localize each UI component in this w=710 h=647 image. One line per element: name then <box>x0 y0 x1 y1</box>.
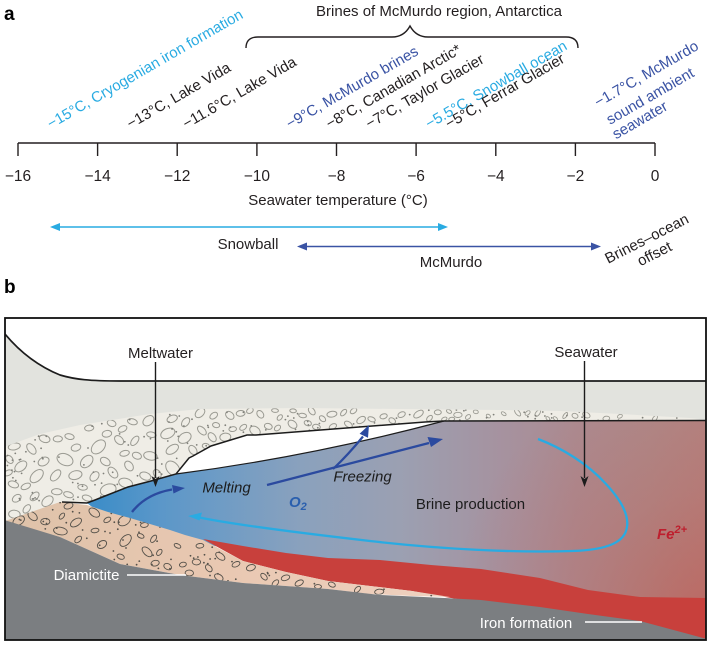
svg-text:Brines of McMurdo region, Anta: Brines of McMurdo region, Antarctica <box>316 3 563 20</box>
svg-text:Seawater: Seawater <box>554 344 617 361</box>
svg-text:−4: −4 <box>487 168 505 185</box>
svg-text:−6: −6 <box>407 168 425 185</box>
svg-text:−12: −12 <box>164 168 190 185</box>
svg-text:0: 0 <box>651 168 660 185</box>
svg-text:Diamictite: Diamictite <box>54 567 120 584</box>
svg-text:a: a <box>4 4 15 25</box>
svg-text:Snowball: Snowball <box>218 236 279 253</box>
svg-text:Seawater temperature (°C): Seawater temperature (°C) <box>248 192 427 209</box>
svg-text:b: b <box>4 277 16 298</box>
svg-text:Brine production: Brine production <box>416 496 525 513</box>
svg-text:−14: −14 <box>84 168 111 185</box>
svg-text:−8: −8 <box>328 168 346 185</box>
svg-text:−2: −2 <box>567 168 585 185</box>
svg-text:McMurdo: McMurdo <box>420 254 483 271</box>
svg-text:−16: −16 <box>5 168 31 185</box>
svg-text:Melting: Melting <box>202 480 251 497</box>
svg-text:Freezing: Freezing <box>333 469 392 486</box>
svg-text:−10: −10 <box>244 168 271 185</box>
svg-text:Meltwater: Meltwater <box>128 345 193 362</box>
svg-text:Iron formation: Iron formation <box>480 615 573 632</box>
